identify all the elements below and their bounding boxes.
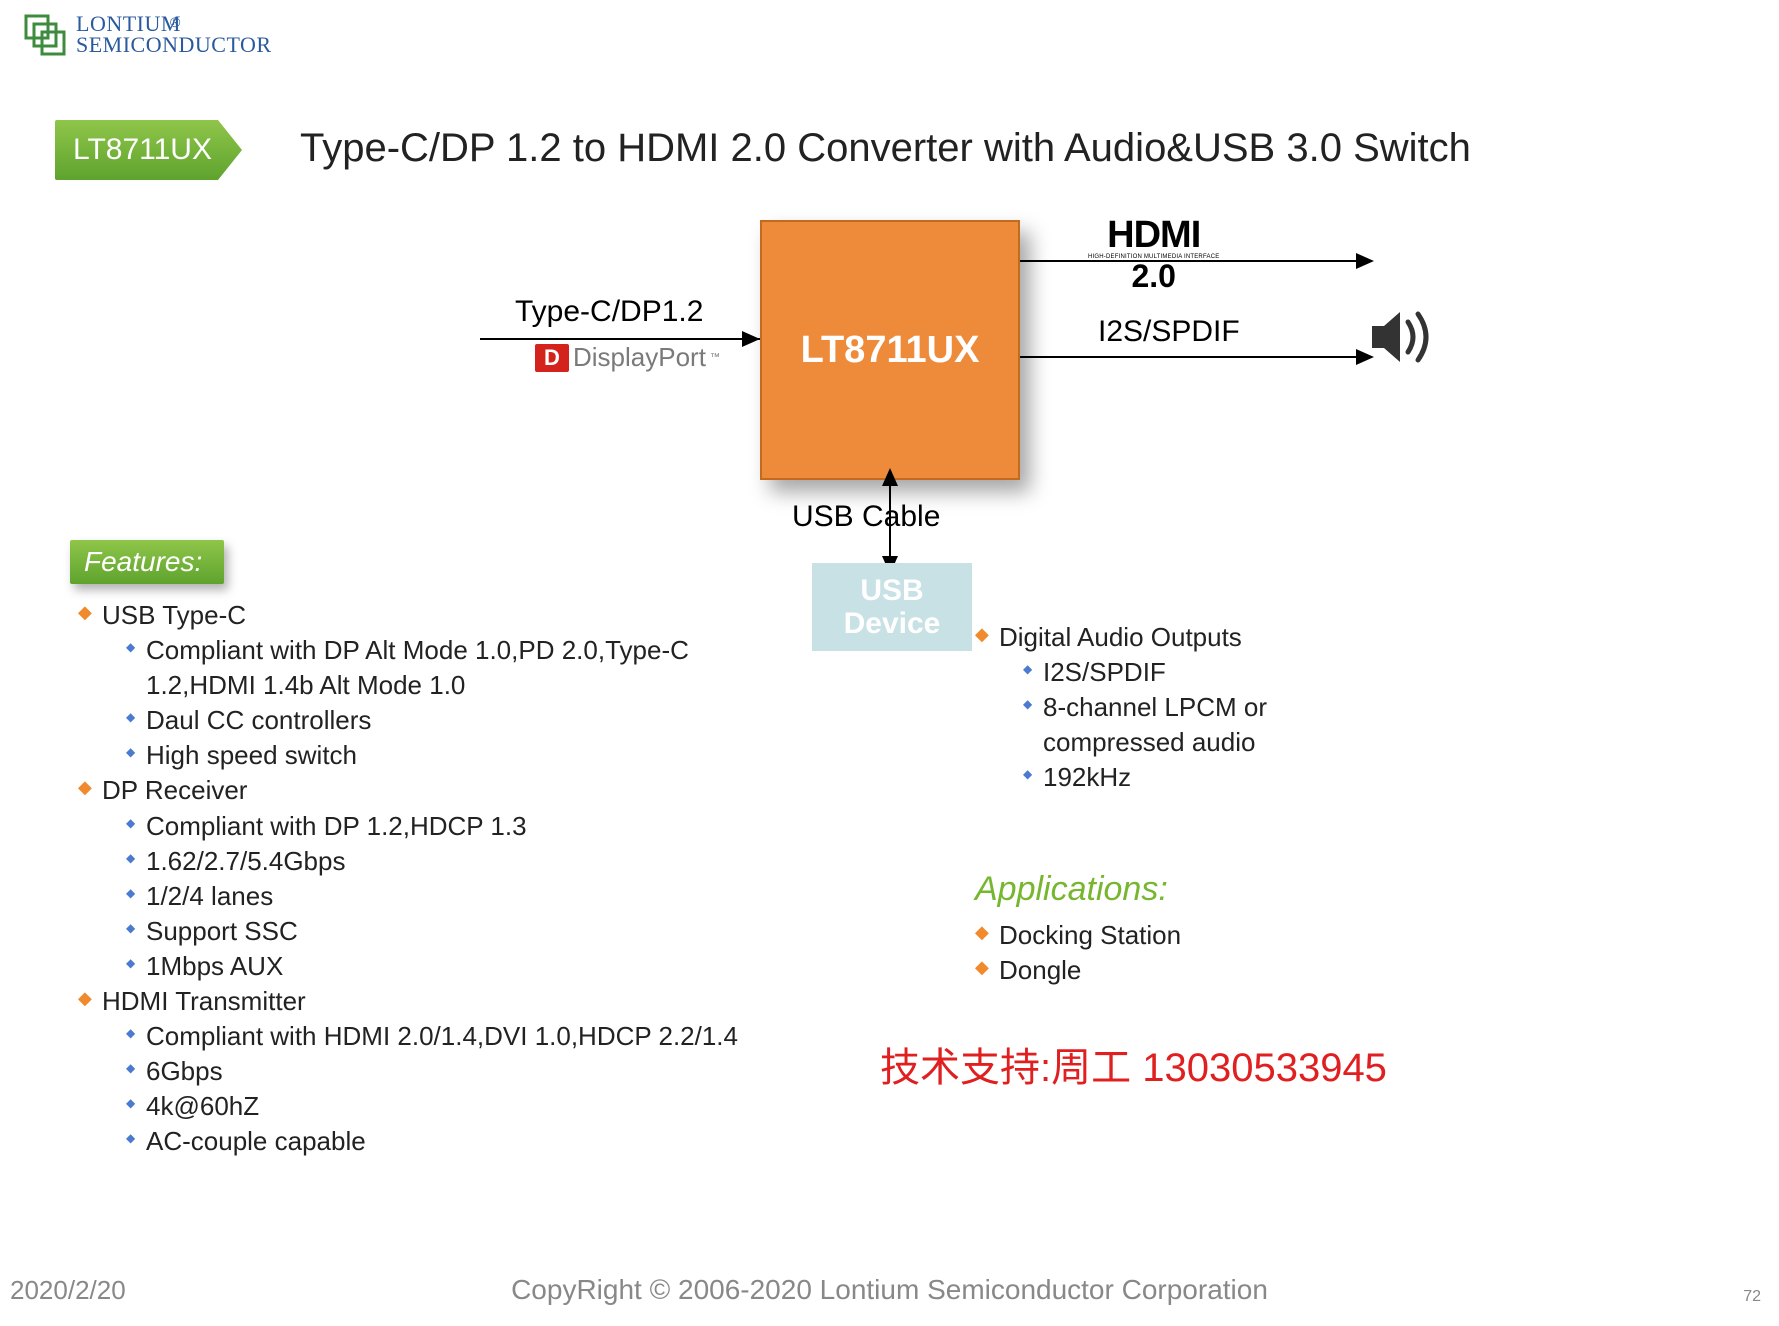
label-i2s: I2S/SPDIF — [1098, 315, 1240, 349]
feature-item: Compliant with DP Alt Mode 1.0,PD 2.0,Ty… — [126, 633, 798, 703]
feature-item: 4k@60hZ — [126, 1089, 798, 1124]
footer-copyright: CopyRight © 2006-2020 Lontium Semiconduc… — [0, 1274, 1779, 1306]
feature-item: 1/2/4 lanes — [126, 879, 798, 914]
speaker-icon — [1368, 306, 1438, 373]
feature-group: Digital Audio OutputsI2S/SPDIF8-channel … — [975, 620, 1375, 795]
application-item: Docking Station — [975, 918, 1181, 953]
hdmi-text: HDMI — [1088, 216, 1219, 254]
application-item: Dongle — [975, 953, 1181, 988]
feature-item: 1.62/2.7/5.4Gbps — [126, 844, 798, 879]
feature-item: 6Gbps — [126, 1054, 798, 1089]
feature-item: Daul CC controllers — [126, 703, 798, 738]
feature-group: DP ReceiverCompliant with DP 1.2,HDCP 1.… — [78, 773, 798, 984]
feature-item: Support SSC — [126, 914, 798, 949]
feature-group: HDMI TransmitterCompliant with HDMI 2.0/… — [78, 984, 798, 1159]
features-badge: Features: — [70, 540, 224, 584]
arrow-hdmi-head — [1356, 253, 1374, 269]
features-column-2: Digital Audio OutputsI2S/SPDIF8-channel … — [975, 620, 1375, 795]
feature-group: USB Type-CCompliant with DP Alt Mode 1.0… — [78, 598, 798, 773]
footer-page-number: 72 — [1743, 1288, 1761, 1306]
usb-device-l2: Device — [844, 607, 941, 640]
feature-item: Compliant with DP 1.2,HDCP 1.3 — [126, 809, 798, 844]
applications-list: Docking StationDongle — [975, 918, 1181, 988]
feature-item: AC-couple capable — [126, 1124, 798, 1159]
feature-item: 192kHz — [1023, 760, 1375, 795]
arrow-input-head — [742, 331, 760, 347]
feature-item: Compliant with HDMI 2.0/1.4,DVI 1.0,HDCP… — [126, 1019, 798, 1054]
contact-info: 技术支持:周工 13030533945 — [880, 1035, 1387, 1093]
feature-item: 1Mbps AUX — [126, 949, 798, 984]
usb-device-block: USB Device — [812, 563, 972, 651]
features-column-1: USB Type-CCompliant with DP Alt Mode 1.0… — [78, 598, 798, 1160]
hdmi-version: 2.0 — [1088, 260, 1219, 292]
page-title: Type-C/DP 1.2 to HDMI 2.0 Converter with… — [300, 126, 1471, 171]
feature-item: I2S/SPDIF — [1023, 655, 1375, 690]
arrow-i2s — [1020, 356, 1362, 358]
arrow-usb-up — [882, 468, 898, 486]
hdmi-logo: HDMI HIGH-DEFINITION MULTIMEDIA INTERFAC… — [1088, 216, 1219, 292]
displayport-tm: ™ — [710, 352, 720, 363]
feature-item: High speed switch — [126, 738, 798, 773]
usb-device-l1: USB — [860, 574, 923, 607]
logo-registered: ® — [170, 14, 180, 30]
displayport-text: DisplayPort — [573, 342, 706, 373]
arrow-input — [480, 338, 760, 340]
applications-title: Applications: — [975, 870, 1168, 909]
logo-text-bottom: SEMICONDUCTOR — [76, 35, 272, 56]
company-logo: LONTIUM SEMICONDUCTOR ® — [20, 10, 272, 60]
product-badge: LT8711UX — [55, 120, 242, 180]
displayport-d-icon: D — [535, 344, 569, 372]
feature-item: 8-channel LPCM or compressed audio — [1023, 690, 1375, 760]
displayport-logo: D DisplayPort ™ — [535, 342, 720, 373]
label-usb-cable: USB Cable — [792, 500, 940, 534]
logo-glyph-icon — [20, 10, 70, 60]
chip-block: LT8711UX — [760, 220, 1020, 480]
label-input: Type-C/DP1.2 — [515, 295, 703, 329]
